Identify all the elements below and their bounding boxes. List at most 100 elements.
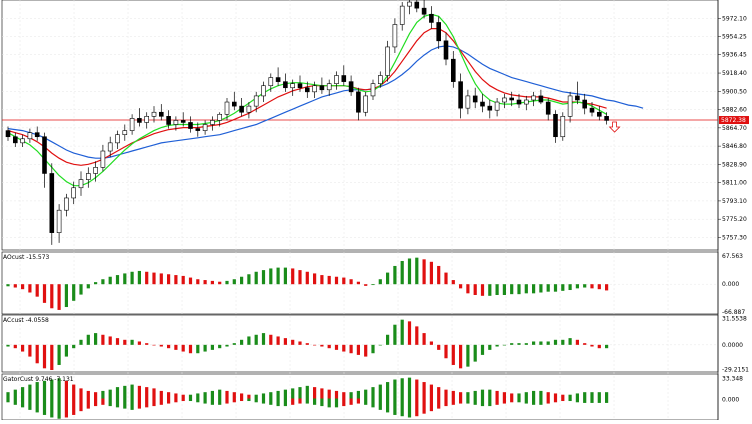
ao-tick-label: 0.000 [722, 281, 739, 288]
gator-down-bar [42, 398, 47, 415]
gator-up-bar [583, 392, 587, 399]
gator-down-bar [145, 398, 149, 408]
gator-up-bar [203, 392, 207, 399]
gator-down-bar [108, 398, 112, 407]
candle-body [93, 167, 98, 174]
current-price-badge [719, 116, 749, 125]
ac-bar [502, 344, 506, 346]
gator-down-bar [400, 398, 404, 417]
ao-bar [261, 270, 266, 285]
candle-body [560, 116, 566, 138]
ac-bar [181, 344, 185, 352]
gator-down-bar [327, 398, 331, 408]
ao-bar [524, 284, 528, 294]
ao-bar [247, 274, 251, 285]
ao-bar [415, 257, 419, 285]
gator-down-bar [261, 398, 266, 404]
ac-bar [261, 333, 266, 345]
gator-up-bar [13, 389, 17, 399]
gator-up-bar [57, 378, 61, 399]
ac-bar [123, 339, 127, 345]
candle-body [297, 83, 303, 89]
gator-down-bar [152, 398, 156, 407]
gator-down-bar [181, 398, 185, 402]
ac-bar [174, 344, 178, 350]
ac-bar [532, 341, 536, 345]
gator-up-bar [247, 394, 251, 399]
ac-bar [313, 344, 317, 346]
candle-body [20, 138, 25, 144]
candle-body [516, 99, 522, 105]
gator-down-bar [605, 398, 609, 403]
ac-bar [561, 339, 565, 345]
gator-up-bar [188, 394, 193, 399]
gator-down-bar [422, 398, 426, 414]
gator-down-bar [86, 398, 90, 409]
candle-body [56, 209, 62, 233]
ac-bar [590, 344, 594, 347]
ao-bar [94, 282, 98, 285]
gator-down-bar [225, 398, 229, 404]
candle-body [5, 130, 11, 138]
gator-up-bar [305, 385, 309, 399]
ac-bar [553, 339, 558, 345]
ac-bar [64, 344, 68, 357]
ac-bar [101, 334, 105, 345]
ao-bar [35, 284, 39, 297]
ac-bar [298, 341, 302, 345]
ac-bar [232, 343, 236, 345]
candle-body [49, 173, 55, 233]
gator-down-bar [473, 398, 477, 405]
ao-bar [79, 284, 83, 295]
candle-body [78, 179, 84, 189]
ao-bar [407, 258, 412, 285]
candle-body [268, 77, 274, 87]
gator-down-bar [451, 398, 455, 405]
y-tick-label: 5811.00 [722, 180, 747, 187]
ao-bar [86, 284, 90, 289]
gator-down-bar [232, 398, 236, 403]
ao-bar [605, 284, 609, 291]
gator-down-bar [415, 398, 419, 417]
ac-bar [21, 344, 25, 352]
gator-up-bar [364, 389, 368, 399]
gator-up-bar [145, 387, 149, 399]
candle-body [326, 83, 332, 91]
candle-body [487, 105, 493, 111]
gator-down-bar [466, 398, 470, 404]
gator-up-bar [42, 380, 47, 399]
gator-down-bar [276, 398, 280, 407]
y-tick-label: 5900.50 [722, 88, 747, 95]
ao-bar [203, 280, 207, 285]
ao-panel [6, 257, 609, 310]
gator-down-bar [188, 398, 193, 402]
gator-up-bar [400, 378, 404, 399]
ac-bar [320, 344, 324, 347]
candle-body [283, 81, 288, 89]
y-tick-label: 5954.25 [722, 33, 747, 40]
ac-bar [50, 344, 54, 370]
ao-bar [539, 284, 543, 293]
gator-up-bar [79, 388, 83, 399]
ao-bar [130, 271, 134, 285]
ac-bar [276, 336, 280, 345]
gator-up-bar [232, 392, 236, 399]
gator-up-bar [429, 384, 433, 399]
ao-bar [232, 279, 236, 285]
ao-bar [152, 272, 156, 285]
gator-up-bar [94, 392, 98, 399]
candle-body [356, 91, 361, 113]
candle-body [224, 101, 230, 115]
candle-body [261, 85, 266, 97]
ac-bar [254, 334, 258, 345]
gator-down-bar [6, 398, 10, 403]
candle-body [450, 58, 456, 82]
ac-bar [167, 344, 171, 349]
candle-body [86, 173, 91, 180]
gator-up-bar [21, 387, 25, 399]
gator-down-bar [21, 398, 25, 408]
y-tick-label: 5936.45 [722, 52, 747, 59]
candle-body [421, 7, 427, 15]
gator-up-bar [444, 389, 448, 399]
